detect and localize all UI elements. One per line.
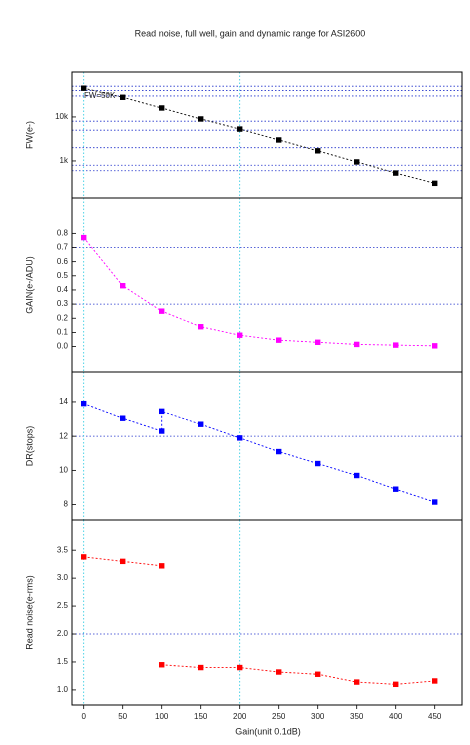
data-point [198,664,204,671]
data-point [237,332,243,338]
data-point [120,415,126,421]
data-point [159,662,165,668]
x-tick-label: 300 [311,712,325,721]
data-point [81,234,87,241]
panel-frame [71,197,463,373]
chart-title: Read noise, full well, gain and dynamic … [135,28,366,38]
data-point [276,669,282,675]
panel-frame [71,71,463,199]
y-tick-label: 1.5 [57,657,69,666]
data-point [276,448,282,455]
data-point [159,308,165,314]
y-tick-label: 1k [60,156,69,165]
y-tick-label: 10 [59,465,68,474]
panel-frame [71,519,463,706]
data-point [354,679,360,685]
y-tick-label: 10k [55,112,69,121]
data-point [315,148,321,154]
data-line [83,237,435,347]
data-point [198,324,204,330]
data-point [393,681,399,688]
data-line [83,403,435,503]
data-point [315,460,321,467]
y-tick-label: 3.5 [57,545,69,554]
y-tick-label: 3.0 [57,573,69,582]
data-point [432,180,438,187]
panel-frame [71,371,463,521]
y-tick-label: 0.0 [57,342,69,351]
data-point [120,558,126,565]
data-point [120,94,126,100]
x-tick-label: 250 [272,712,286,721]
data-point [198,421,204,427]
x-tick-label: 50 [118,712,127,721]
y-axis-label: DR(stops) [24,426,34,467]
data-point [237,664,243,671]
y-axis-label: GAIN(e-/ADU) [24,256,34,314]
data-point [237,435,243,441]
y-tick-label: 0.3 [57,299,69,308]
data-point [393,486,399,492]
x-axis-label: Gain(unit 0.1dB) [235,726,301,736]
data-point [237,126,243,132]
data-line [83,556,162,567]
data-point [159,428,165,434]
y-tick-label: 0.7 [57,243,69,252]
x-tick-label: 450 [428,712,442,721]
data-point [276,337,282,343]
data-point [81,554,87,560]
x-tick-label: 150 [194,712,208,721]
data-point [315,671,321,677]
data-point [276,137,282,143]
y-tick-label: 8 [64,500,69,509]
data-line [83,87,435,184]
y-tick-label: 0.4 [57,285,69,294]
data-point [120,283,126,289]
y-tick-label: 0.1 [57,327,69,336]
data-point [315,339,321,345]
data-point [159,105,165,111]
data-point [159,563,165,569]
y-tick-label: 0.2 [57,313,69,322]
data-point [354,472,360,479]
data-point [354,341,360,348]
y-tick-label: 12 [59,431,68,440]
data-point [159,408,165,415]
y-tick-label: 14 [59,397,68,406]
y-tick-label: 0.6 [57,257,69,266]
y-axis-label: Read noise(e-rms) [24,575,34,650]
data-point [393,170,399,176]
data-point [81,400,87,407]
y-tick-label: 2.0 [57,629,69,638]
y-tick-label: 2.5 [57,601,69,610]
data-point [354,159,360,165]
y-tick-label: 0.5 [57,271,69,280]
annotation: FW=50K [84,91,116,100]
data-point [81,85,87,91]
x-tick-label: 100 [155,712,169,721]
data-point [432,499,438,505]
data-point [432,678,438,684]
data-point [432,343,438,349]
x-tick-label: 200 [233,712,247,721]
y-tick-label: 0.8 [57,228,69,237]
data-point [393,342,399,348]
y-tick-label: 1.0 [57,685,69,694]
data-point [198,116,204,122]
y-axis-label: FW(e-) [24,121,34,149]
data-line [161,664,435,685]
x-tick-label: 400 [389,712,403,721]
x-tick-label: 0 [81,712,86,721]
x-tick-label: 350 [350,712,364,721]
